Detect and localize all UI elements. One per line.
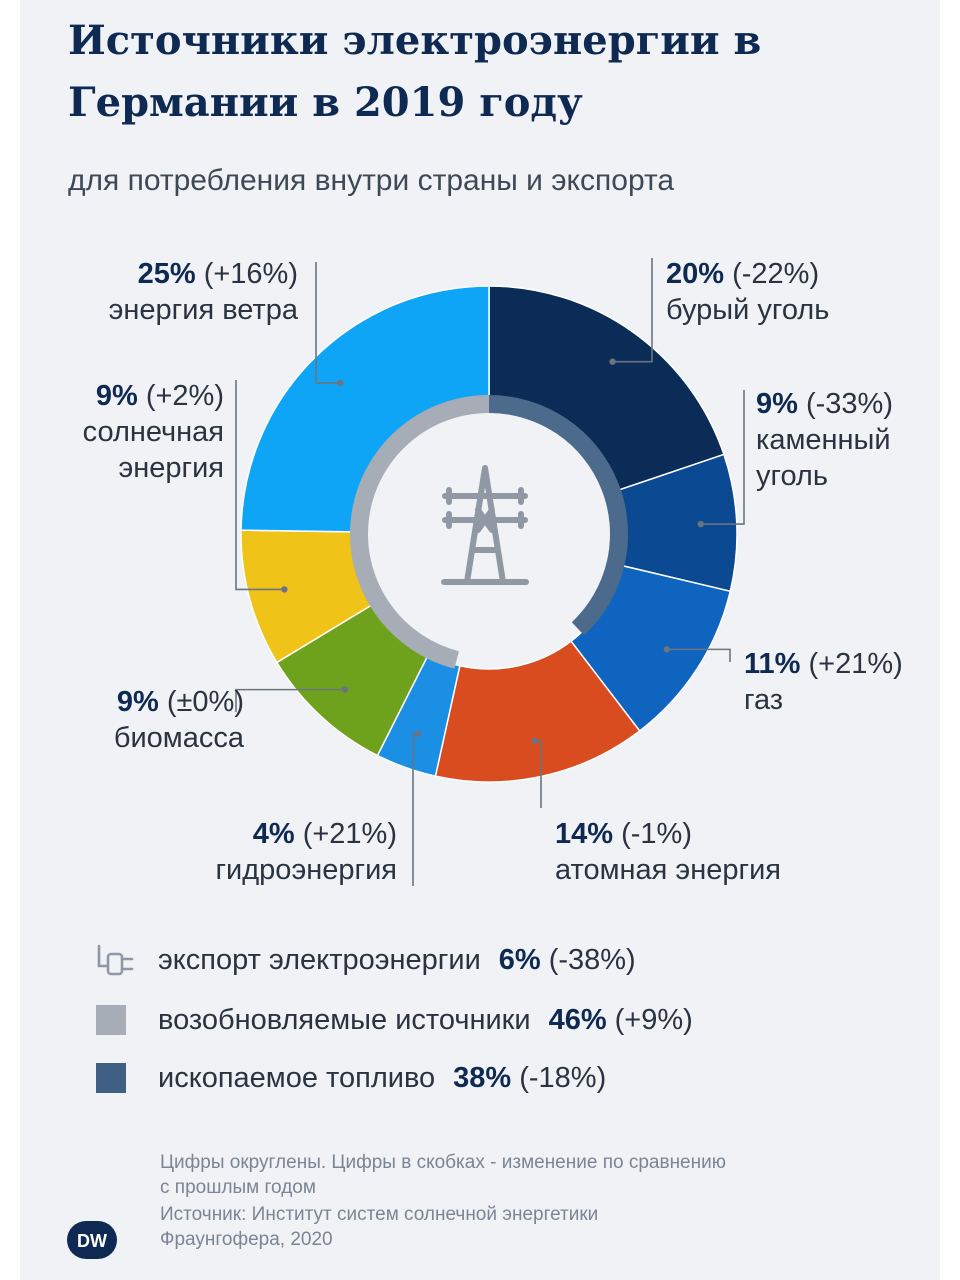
label-nuclear-change: (-1%) bbox=[621, 818, 692, 850]
label-lignite-name: бурый уголь bbox=[666, 294, 830, 326]
infographic-card bbox=[20, 0, 940, 1280]
label-solar-name2: энергия bbox=[118, 452, 224, 484]
label-solar: 9% (+2%) солнечная энергия bbox=[83, 378, 224, 486]
label-hardcoal-name1: каменный bbox=[756, 424, 891, 456]
label-biomass-change: (±0%) bbox=[166, 686, 244, 718]
label-wind-pct: 25% bbox=[137, 258, 196, 290]
leader-dot-5 bbox=[341, 686, 349, 693]
legend-fossil-label: ископаемое топливо bbox=[158, 1061, 436, 1094]
label-hydro-pct: 4% bbox=[252, 818, 295, 850]
leader-dot-2 bbox=[663, 646, 671, 653]
label-hydro-change: (+21%) bbox=[302, 818, 397, 850]
legend-export: экспорт электроэнергии 6% (-38%) bbox=[96, 940, 636, 980]
legend-fossil: ископаемое топливо 38% (-18%) bbox=[96, 1058, 606, 1098]
label-lignite-change: (-22%) bbox=[732, 258, 820, 290]
label-gas: 11% (+21%) газ bbox=[744, 646, 903, 718]
dw-logo: DW bbox=[67, 1221, 117, 1259]
leader-line-0 bbox=[612, 258, 653, 363]
chart-subtitle: для потребления внутри страны и экспорта bbox=[68, 164, 675, 197]
fossil-swatch bbox=[96, 1060, 140, 1096]
label-biomass-name: биомасса bbox=[113, 722, 244, 754]
inner-ring-fossil bbox=[488, 395, 628, 636]
dw-logo-text: DW bbox=[77, 1231, 107, 1251]
label-wind: 25% (+16%) энергия ветра bbox=[109, 256, 298, 328]
leader-dot-4 bbox=[414, 730, 422, 737]
inner-ring-renewable bbox=[350, 395, 490, 669]
legend-fossil-value: 38% bbox=[453, 1061, 512, 1094]
label-solar-name1: солнечная bbox=[82, 416, 224, 448]
leader-dot-0 bbox=[609, 358, 616, 365]
legend-fossil-change: (-18%) bbox=[519, 1061, 607, 1094]
label-solar-pct: 9% bbox=[95, 380, 138, 412]
power-pylon-icon bbox=[441, 465, 529, 585]
leader-line-6 bbox=[235, 380, 285, 591]
leader-line-7 bbox=[315, 262, 341, 384]
note-line-3: Источник: Институт систем солнечной энер… bbox=[160, 1204, 599, 1225]
label-hardcoal-change: (-33%) bbox=[805, 388, 893, 420]
leader-line-1 bbox=[700, 390, 745, 525]
note-line-4: Фраунгофера, 2020 bbox=[160, 1229, 333, 1250]
renewable-swatch bbox=[96, 1002, 140, 1038]
label-wind-name: энергия ветра bbox=[108, 294, 298, 326]
label-gas-pct: 11% bbox=[744, 648, 801, 680]
legend-renewable-value: 46% bbox=[548, 1003, 607, 1036]
legend-export-change: (-38%) bbox=[548, 943, 636, 976]
label-solar-change: (+2%) bbox=[145, 380, 224, 412]
label-hydro: 4% (+21%) гидроэнергия bbox=[215, 816, 397, 888]
label-hardcoal: 9% (-33%) каменный уголь bbox=[756, 386, 893, 494]
leader-dot-3 bbox=[531, 737, 538, 745]
label-nuclear-pct: 14% bbox=[555, 818, 614, 850]
note-line-1: Цифры округлены. Цифры в скобках - измен… bbox=[160, 1152, 726, 1173]
label-gas-change: (+21%) bbox=[808, 648, 903, 680]
legend-renewable: возобновляемые источники 46% (+9%) bbox=[96, 1000, 693, 1040]
label-biomass: 9% (±0%) биомасса bbox=[114, 684, 244, 756]
label-lignite-pct: 20% bbox=[666, 258, 725, 290]
leader-dot-1 bbox=[697, 520, 704, 528]
label-lignite: 20% (-22%) бурый уголь bbox=[666, 256, 829, 328]
label-wind-change: (+16%) bbox=[203, 258, 298, 290]
legend-renewable-label: возобновляемые источники bbox=[158, 1003, 531, 1036]
plug-icon bbox=[96, 942, 140, 978]
chart-title: Источники электроэнергии в Германии в 20… bbox=[68, 17, 762, 126]
legend-renewable-change: (+9%) bbox=[614, 1003, 693, 1036]
leader-line-2 bbox=[666, 648, 731, 662]
legend-export-label: экспорт электроэнергии bbox=[158, 943, 481, 976]
note-line-2: с прошлым годом bbox=[160, 1177, 316, 1198]
label-nuclear: 14% (-1%) атомная энергия bbox=[555, 816, 781, 888]
label-hardcoal-name2: уголь bbox=[756, 460, 828, 492]
legend-export-value: 6% bbox=[498, 943, 541, 976]
leader-dot-6 bbox=[281, 586, 288, 593]
label-hydro-name: гидроэнергия bbox=[215, 854, 397, 886]
label-gas-name: газ bbox=[744, 684, 784, 716]
leader-line-5 bbox=[235, 688, 346, 712]
leader-dot-7 bbox=[337, 379, 344, 387]
label-hardcoal-pct: 9% bbox=[756, 388, 798, 420]
label-nuclear-name: атомная энергия bbox=[555, 854, 781, 886]
label-biomass-pct: 9% bbox=[116, 686, 159, 718]
